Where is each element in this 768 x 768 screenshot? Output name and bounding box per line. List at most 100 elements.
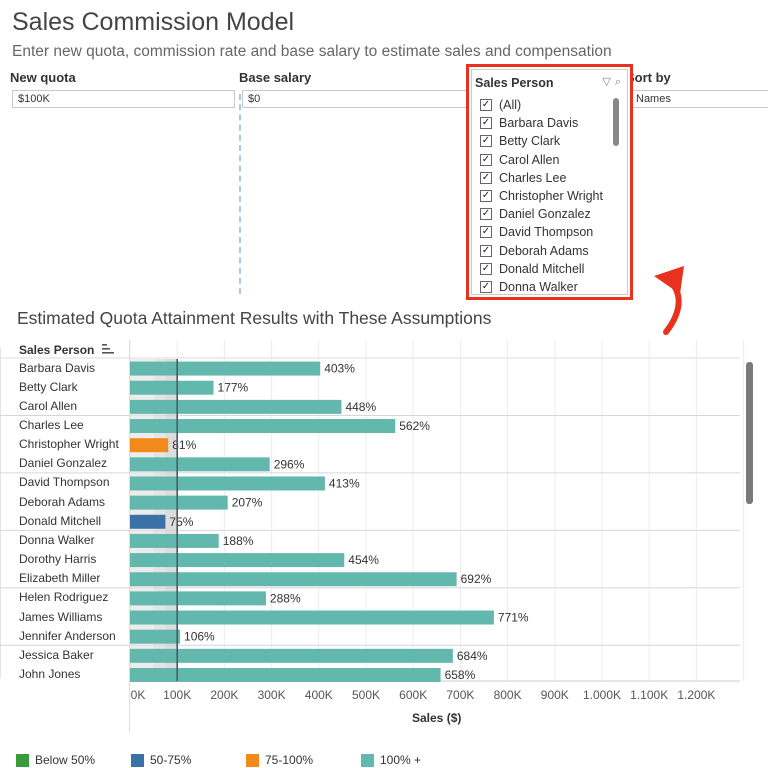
legend-item[interactable]: 75-100%: [246, 752, 313, 768]
bar-value-label: 413%: [329, 476, 360, 490]
checkbox[interactable]: ✓: [480, 171, 492, 184]
row-label[interactable]: Deborah Adams: [19, 494, 106, 509]
x-tick-label: 400K: [304, 688, 333, 702]
checkbox[interactable]: ✓: [480, 208, 492, 221]
bar-value-label: 207%: [232, 496, 263, 510]
checkbox[interactable]: ✓: [480, 190, 492, 203]
bar-value-label: 75%: [169, 515, 193, 529]
filter-item[interactable]: ✓ Donna Walker: [480, 278, 610, 296]
checkbox[interactable]: ✓: [480, 244, 492, 257]
row-label[interactable]: Daniel Gonzalez: [19, 456, 108, 471]
filter-item[interactable]: ✓ (All): [480, 96, 610, 114]
x-tick-label: 500K: [351, 688, 381, 702]
search-icon[interactable]: ⌕: [614, 76, 621, 88]
filter-item[interactable]: ✓ Deborah Adams: [480, 242, 610, 260]
filter-item-label: Daniel Gonzalez: [499, 207, 591, 222]
filter-item[interactable]: ✓ Betty Clark: [480, 132, 610, 150]
bar-value-label: 188%: [223, 534, 254, 548]
row-label[interactable]: Barbara Davis: [19, 360, 96, 375]
bar: [130, 533, 219, 548]
filter-item[interactable]: ✓ Barbara Davis: [480, 114, 610, 132]
bar: [130, 361, 321, 376]
bar: [130, 380, 214, 395]
checkbox[interactable]: ✓: [480, 135, 492, 148]
filter-item[interactable]: ✓ David Thompson: [480, 223, 610, 241]
bar-value-label: 106%: [184, 630, 215, 644]
filter-clear-icon[interactable]: ▽: [602, 76, 611, 88]
legend-swatch: [246, 753, 259, 767]
row-label[interactable]: Jessica Baker: [19, 647, 94, 662]
bar: [130, 610, 494, 625]
bar: [130, 476, 325, 491]
row-label[interactable]: David Thompson: [19, 475, 110, 490]
sort-by-select[interactable]: Names: [630, 90, 768, 108]
bar-value-label: 81%: [172, 438, 196, 452]
base-salary-label: Base salary: [239, 70, 312, 85]
row-label[interactable]: Betty Clark: [19, 379, 78, 394]
row-label[interactable]: James Williams: [19, 609, 103, 624]
checkbox[interactable]: ✓: [480, 153, 492, 166]
checkbox[interactable]: ✓: [480, 280, 492, 293]
row-label[interactable]: Elizabeth Miller: [19, 571, 101, 586]
filter-item[interactable]: ✓ Donald Mitchell: [480, 260, 610, 278]
bar-value-label: 684%: [457, 649, 488, 663]
filter-item-label: Carol Allen: [499, 152, 560, 167]
filter-item-label: Deborah Adams: [499, 243, 589, 258]
bar-value-label: 771%: [498, 611, 529, 625]
row-label[interactable]: Charles Lee: [19, 418, 84, 433]
x-tick-label: 700K: [446, 688, 475, 702]
x-tick-label: 0K: [130, 688, 146, 702]
base-salary-input[interactable]: $0: [242, 90, 468, 108]
x-tick-label: 100K: [163, 688, 192, 702]
legend-label: Below 50%: [35, 753, 96, 767]
row-label[interactable]: Jennifer Anderson: [19, 628, 116, 643]
row-label[interactable]: Dorothy Harris: [19, 552, 97, 567]
legend-label: 50-75%: [150, 753, 192, 767]
checkbox[interactable]: ✓: [480, 117, 492, 130]
bar: [130, 572, 457, 587]
bar-value-label: 658%: [445, 668, 476, 682]
x-axis-title: Sales ($): [412, 711, 462, 725]
chart-scrollbar[interactable]: [746, 362, 753, 504]
x-tick-label: 1.200K: [677, 688, 716, 702]
x-tick-label: 1.100K: [630, 688, 669, 702]
row-label[interactable]: Christopher Wright: [19, 437, 119, 452]
legend-item[interactable]: 100% +: [361, 752, 421, 768]
sales-person-column-header: Sales Person: [19, 343, 95, 357]
filter-title: Sales Person: [475, 76, 554, 90]
bar: [130, 457, 270, 472]
checkbox[interactable]: ✓: [480, 226, 492, 239]
filter-item[interactable]: ✓ Daniel Gonzalez: [480, 205, 610, 223]
left-edge-line: [0, 348, 1, 678]
page-title: Sales Commission Model: [12, 8, 295, 36]
row-label[interactable]: John Jones: [19, 666, 81, 681]
quota-input[interactable]: $100K: [12, 90, 235, 108]
checkbox[interactable]: ✓: [480, 99, 492, 112]
legend-item[interactable]: Below 50%: [16, 752, 95, 768]
filter-item[interactable]: ✓ Charles Lee: [480, 169, 610, 187]
row-label[interactable]: Helen Rodriguez: [19, 590, 109, 605]
x-tick-label: 300K: [257, 688, 286, 702]
sort-icon[interactable]: [102, 344, 114, 354]
red-arrow-icon: [654, 266, 684, 335]
legend-label: 100% +: [380, 753, 422, 767]
filter-item-label: (All): [499, 98, 522, 113]
bar-value-label: 403%: [324, 362, 355, 376]
checkbox[interactable]: ✓: [480, 262, 492, 275]
filter-item-label: Christopher Wright: [499, 189, 603, 204]
filter-list: ✓ (All) ✓ Barbara Davis ✓ Betty Clark ✓ Carol A…: [480, 96, 610, 296]
row-label[interactable]: Donald Mitchell: [19, 513, 102, 528]
legend-swatch: [16, 753, 29, 767]
filter-scrollbar[interactable]: [613, 98, 619, 146]
legend-item[interactable]: 50-75%: [131, 752, 191, 768]
page-subtitle: Enter new quota, commission rate and bas…: [12, 43, 612, 60]
bar: [130, 667, 441, 682]
filter-item[interactable]: ✓ Christopher Wright: [480, 187, 610, 205]
sort-by-label: Sort by: [626, 70, 671, 85]
sales-person-filter-panel: Sales Person ▽ ⌕ ✓ (All) ✓ Barbara Davis ✓ Bet…: [466, 64, 633, 300]
filter-item[interactable]: ✓ Carol Allen: [480, 151, 610, 169]
row-label[interactable]: Carol Allen: [19, 398, 78, 413]
filter-item-label: Donald Mitchell: [499, 261, 585, 276]
row-label[interactable]: Donna Walker: [19, 532, 95, 547]
bar-value-label: 177%: [218, 381, 249, 395]
